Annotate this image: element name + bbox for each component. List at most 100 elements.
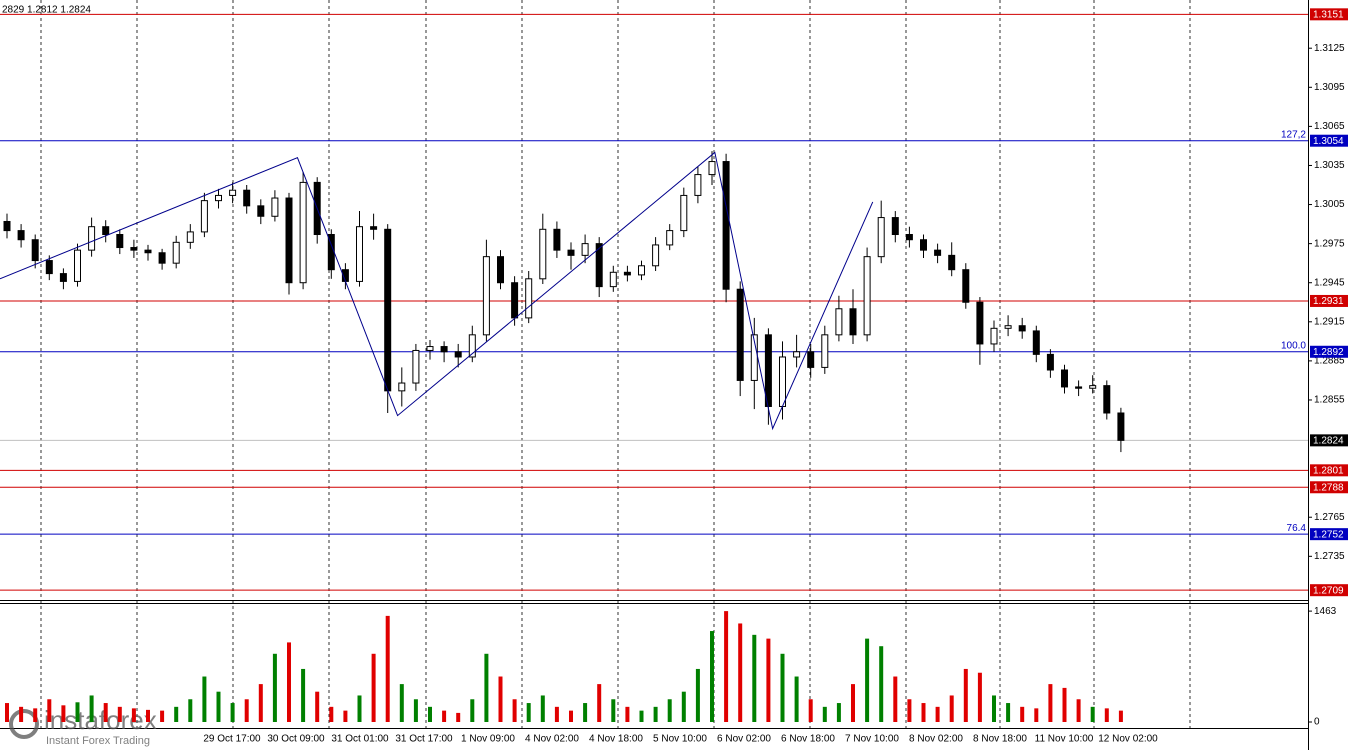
x-tick-label: 31 Oct 17:00 bbox=[395, 734, 453, 745]
volume-bar bbox=[230, 703, 235, 722]
volume-bar bbox=[611, 699, 616, 722]
candle-body bbox=[59, 273, 67, 282]
volume-bar bbox=[202, 676, 207, 722]
volume-bar bbox=[512, 699, 517, 722]
candle-body bbox=[1032, 330, 1040, 355]
current-price-label: 1.2824 bbox=[1313, 435, 1344, 446]
candle-body bbox=[144, 249, 152, 254]
volume-bar bbox=[216, 691, 221, 722]
candle-body bbox=[962, 269, 970, 303]
volume-bar bbox=[33, 708, 38, 722]
y-tick-label: 1.3065 bbox=[1314, 121, 1345, 132]
volume-bar bbox=[1104, 708, 1109, 722]
y-tick-label: 1.2885 bbox=[1314, 356, 1345, 367]
level-label-box bbox=[1310, 8, 1348, 21]
candle-body bbox=[920, 239, 927, 251]
candle-body bbox=[764, 334, 772, 407]
candle-body bbox=[45, 260, 53, 275]
x-tick-label: 12 Nov 02:00 bbox=[1098, 734, 1158, 745]
volume-bar bbox=[653, 706, 658, 722]
level-label: 1.2892 bbox=[1313, 347, 1344, 358]
volume-bar bbox=[808, 699, 813, 722]
level-label: 1.2709 bbox=[1313, 585, 1344, 596]
x-tick-label: 29 Oct 17:00 bbox=[203, 734, 261, 745]
volume-bar bbox=[921, 703, 926, 722]
level-label: 1.2931 bbox=[1313, 296, 1344, 307]
volume-bar bbox=[301, 668, 306, 722]
volume-bar bbox=[1090, 706, 1095, 722]
volume-bar bbox=[89, 695, 94, 722]
volume-bar bbox=[315, 691, 320, 722]
candle-body bbox=[229, 189, 237, 196]
candle-body bbox=[511, 282, 519, 319]
volume-bar bbox=[865, 638, 870, 722]
x-tick-label: 1 Nov 09:00 bbox=[461, 734, 515, 745]
x-tick-label: 4 Nov 02:00 bbox=[525, 734, 579, 745]
volume-bar bbox=[61, 705, 66, 722]
candle-body bbox=[708, 161, 716, 176]
volume-bar bbox=[583, 703, 588, 722]
volume-bar bbox=[667, 699, 672, 722]
volume-bar bbox=[695, 668, 700, 722]
candle-body bbox=[3, 220, 11, 232]
x-tick-label: 4 Nov 18:00 bbox=[589, 734, 643, 745]
level-label-box bbox=[1310, 481, 1348, 494]
x-tick-label: 6 Nov 18:00 bbox=[781, 734, 835, 745]
candle-body bbox=[1018, 325, 1026, 332]
candle-body bbox=[285, 197, 293, 284]
level-label: 1.3054 bbox=[1313, 136, 1344, 147]
candle-body bbox=[736, 288, 744, 381]
candle-body bbox=[722, 161, 730, 290]
volume-bar bbox=[244, 699, 249, 722]
candle-body bbox=[807, 351, 815, 368]
volume-bar bbox=[1034, 708, 1039, 722]
volume-bar bbox=[766, 638, 771, 722]
volume-bar bbox=[146, 709, 150, 722]
candle-body bbox=[539, 228, 547, 280]
candle-body bbox=[835, 308, 843, 336]
volume-bar bbox=[963, 668, 968, 722]
candle-body bbox=[1103, 385, 1111, 414]
volume-bar bbox=[540, 695, 545, 722]
y-tick-label: 1.3005 bbox=[1314, 199, 1345, 210]
volume-bar bbox=[5, 703, 9, 722]
candle-body bbox=[638, 265, 645, 276]
level-label: 1.3151 bbox=[1313, 9, 1344, 20]
volume-bar bbox=[385, 615, 390, 722]
candle-body bbox=[581, 243, 589, 256]
volume-bar bbox=[794, 676, 799, 722]
candle-body bbox=[497, 256, 504, 284]
volume-tick-label: 1463 bbox=[1314, 606, 1337, 617]
volume-bar bbox=[554, 706, 559, 722]
level-label-box bbox=[1310, 464, 1348, 477]
volume-bar bbox=[1076, 699, 1081, 722]
volume-bar bbox=[625, 706, 630, 722]
candle-body bbox=[172, 241, 180, 264]
level-label-box bbox=[1310, 345, 1348, 358]
volume-bar bbox=[413, 699, 418, 722]
candle-body bbox=[905, 234, 913, 241]
volume-bar bbox=[160, 710, 165, 722]
level-label: 1.2788 bbox=[1313, 482, 1344, 493]
volume-bar bbox=[851, 684, 855, 722]
candle-body bbox=[863, 256, 871, 336]
y-tick-label: 1.2855 bbox=[1314, 395, 1345, 406]
volume-bar bbox=[822, 706, 827, 722]
candle-body bbox=[525, 278, 533, 319]
y-tick-label: 1.3035 bbox=[1314, 160, 1345, 171]
volume-bar bbox=[371, 653, 376, 722]
candle-body bbox=[17, 230, 25, 241]
x-tick-label: 8 Nov 02:00 bbox=[909, 734, 963, 745]
zigzag-line bbox=[0, 151, 874, 431]
volume-bar bbox=[597, 684, 602, 722]
watermark-brand: instaforex bbox=[44, 705, 157, 735]
candle-body bbox=[666, 230, 674, 246]
candle-body bbox=[553, 228, 561, 251]
volume-bar bbox=[343, 710, 348, 722]
candle-body bbox=[567, 249, 575, 256]
volume-bar bbox=[569, 710, 573, 722]
candle-body bbox=[779, 356, 786, 407]
candle-body bbox=[412, 349, 420, 384]
level-label: 1.2752 bbox=[1313, 529, 1344, 540]
volume-bar bbox=[1048, 684, 1053, 722]
